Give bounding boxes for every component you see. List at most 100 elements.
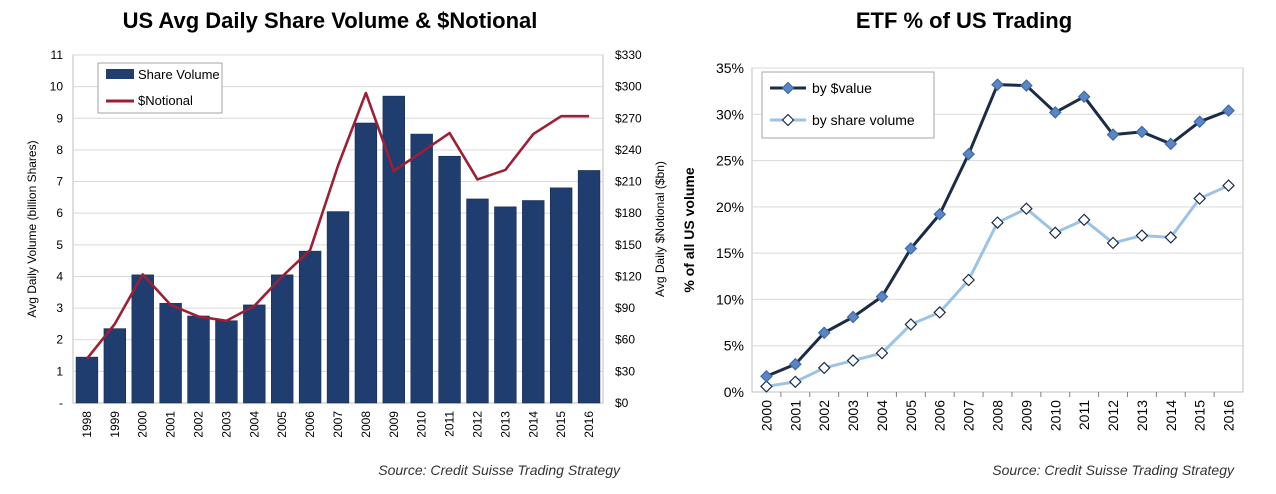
x-tick-label: 2010 (415, 411, 429, 438)
share-volume-point (1222, 179, 1235, 192)
y2-tick-label: $300 (615, 80, 642, 94)
share-volume-point (962, 273, 975, 287)
share-volume-point (904, 318, 918, 331)
y2-tick-label: $150 (615, 238, 642, 252)
y-tick-label: 25% (716, 153, 744, 169)
share-volume-bar (326, 211, 350, 404)
share-volume-bar (494, 206, 517, 404)
value-point (1020, 79, 1033, 92)
y2-axis-title: Avg Daily $Notional ($bn) (653, 161, 667, 297)
y-axis-title: % of all US volume (681, 167, 697, 292)
share-volume-bar (243, 304, 266, 404)
value-point (875, 290, 889, 303)
legend-box (761, 71, 935, 139)
share-volume-chart: - $0 1 $30 2 $60 3 $90 4 $120 5 $150 6 $180 7 $210 8 $240… (25, 48, 667, 438)
y-tick-label: 9 (56, 111, 63, 125)
value-point (1106, 128, 1120, 141)
y-tick-label: 7 (56, 175, 63, 189)
share-volume-bar (549, 187, 573, 404)
share-volume-bar (522, 200, 545, 404)
value-point (1135, 125, 1149, 139)
x-tick-label: 2001 (164, 411, 178, 438)
share-volume-bar (187, 315, 210, 404)
share-volume-bar (438, 155, 461, 404)
share-volume-bar (103, 328, 127, 404)
share-volume-point (817, 361, 831, 375)
legend-label: by $value (812, 80, 872, 96)
share-volume-bar (271, 274, 294, 404)
y-tick-label: 6 (56, 206, 63, 220)
share-volume-point (1193, 192, 1207, 205)
x-tick-label: 2011 (443, 411, 457, 437)
share-volume-point (788, 375, 802, 389)
y-tick-label: 5 (56, 238, 63, 252)
y-tick-label: 30% (716, 106, 744, 122)
chart2-title: ETF % of US Trading (855, 8, 1073, 33)
y2-tick-label: $210 (615, 175, 642, 189)
share-volume-point (1106, 236, 1120, 250)
x-tick-label: 2013 (498, 411, 512, 438)
etf-share-chart: 0% 5% 10% 15% 20% 25% 30% 35% 2000 2001 2002 2003 20… (681, 60, 1244, 431)
y2-tick-label: $90 (615, 301, 635, 315)
y-tick-label: 20% (716, 199, 744, 215)
y-tick-label: 4 (56, 269, 63, 283)
y-tick-label: 3 (56, 301, 63, 315)
share-volume-point (1077, 213, 1091, 227)
y-tick-label: 5% (724, 338, 744, 354)
legend-swatch-marker (781, 81, 795, 95)
share-volume-point (1164, 231, 1178, 244)
x-tick-label: 2006 (932, 400, 948, 431)
share-volume-bar (354, 122, 378, 404)
share-volume-bar (577, 170, 601, 404)
x-tick-label: 2012 (470, 411, 484, 438)
share-volume-point (760, 380, 773, 393)
x-tick-label: 2007 (961, 400, 977, 431)
y2-tick-label: $30 (615, 364, 635, 378)
x-tick-label: 2008 (990, 400, 1006, 431)
value-point (1164, 137, 1178, 151)
x-tick-label: 2003 (219, 411, 233, 438)
y-tick-label: 15% (716, 245, 744, 261)
legend-label: $Notional (138, 93, 193, 108)
x-tick-label: 2003 (845, 400, 861, 431)
legend-swatch-marker (781, 113, 795, 127)
share-volume-bar (159, 303, 182, 404)
share-volume-point (991, 216, 1004, 229)
chart2-source: Source: Credit Suisse Trading Strategy (992, 462, 1234, 478)
y-tick-label: 10 (50, 80, 64, 94)
x-tick-label: 2007 (331, 411, 345, 438)
share-volume-point (1020, 202, 1033, 216)
x-tick-label: 2002 (816, 400, 832, 431)
legend-label: by share volume (812, 112, 915, 128)
x-tick-label: 2016 (1221, 400, 1237, 431)
x-tick-label: 2006 (303, 411, 317, 438)
value-point (904, 242, 918, 255)
value-point (1193, 115, 1207, 129)
value-point (991, 78, 1004, 92)
value-point (760, 369, 773, 383)
value-point (962, 147, 975, 161)
x-tick-label: 2005 (275, 411, 289, 438)
share-volume-point (933, 306, 947, 319)
share-volume-bar (131, 274, 154, 404)
share-volume-bar (382, 95, 405, 404)
x-tick-label: 2016 (582, 411, 596, 438)
x-tick-label: 2004 (874, 400, 890, 431)
x-tick-label: 2005 (903, 400, 919, 431)
x-tick-label: 2000 (136, 411, 150, 438)
share-volume-point (1048, 226, 1062, 240)
y-tick-label: 0% (724, 384, 744, 400)
y2-tick-label: $120 (615, 269, 642, 283)
chart1-source: Source: Credit Suisse Trading Strategy (378, 462, 620, 478)
y-axis-title: Avg Daily Volume (billion Shares) (25, 140, 39, 317)
share-volume-bar (215, 320, 238, 404)
y-tick-label: - (59, 396, 63, 410)
y2-tick-label: $180 (615, 206, 642, 220)
value-point (1222, 104, 1235, 117)
y2-tick-label: $330 (615, 48, 642, 62)
x-tick-label: 2000 (758, 400, 774, 431)
x-tick-label: 2002 (192, 411, 206, 438)
x-tick-label: 2001 (787, 400, 803, 431)
y-tick-label: 35% (716, 60, 744, 76)
